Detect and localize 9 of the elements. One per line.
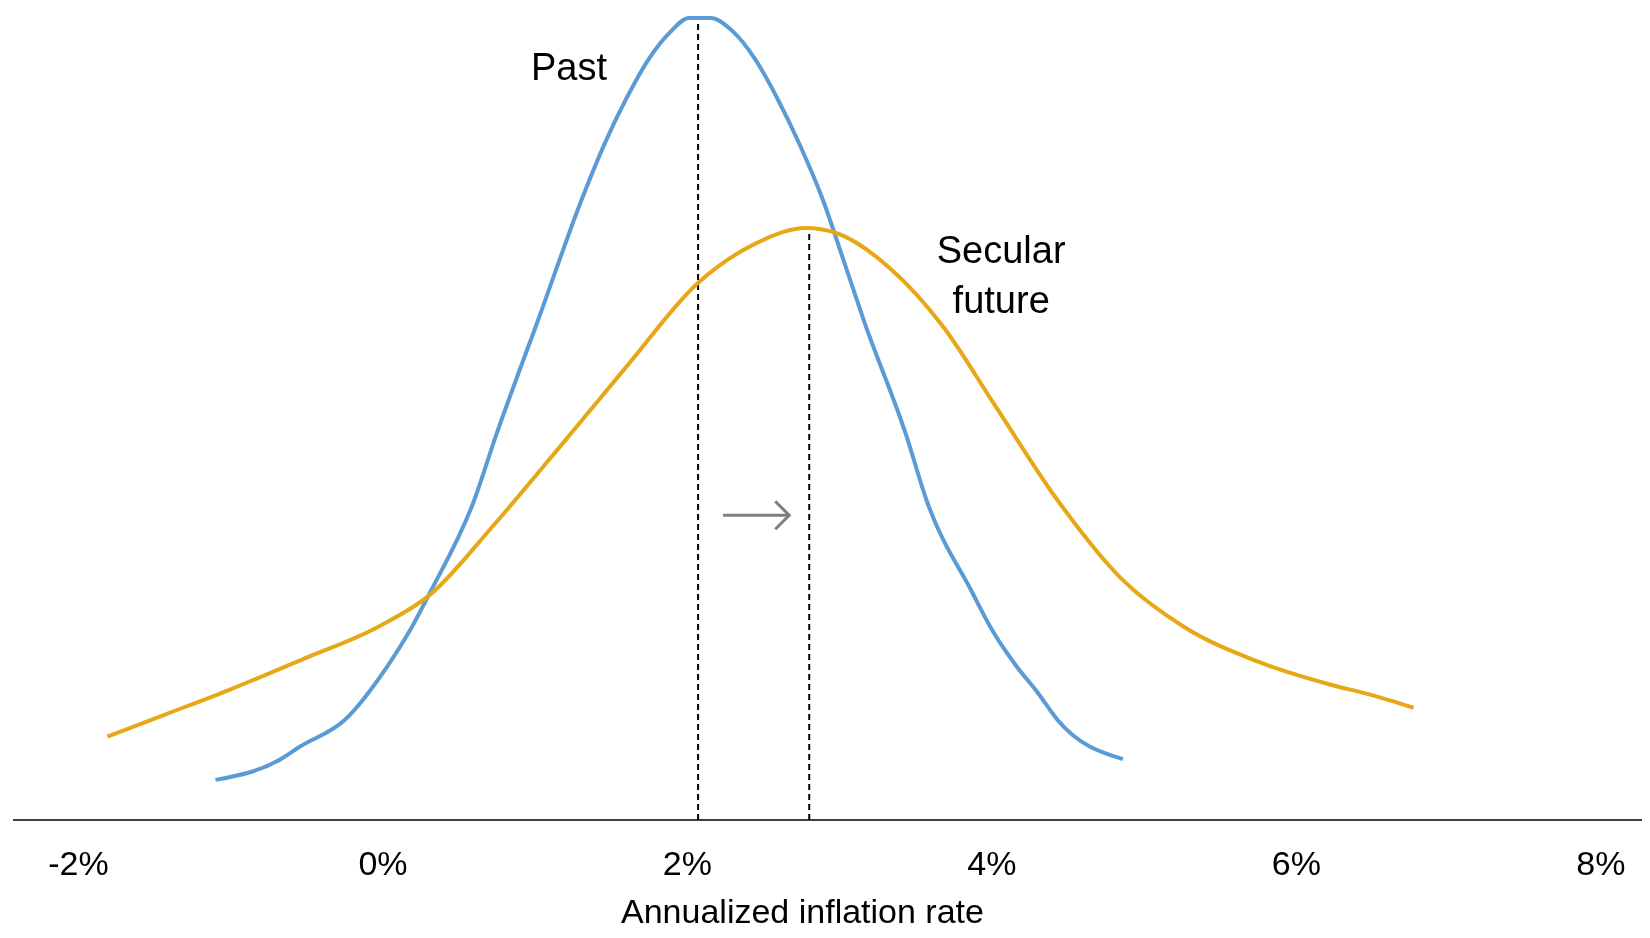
x-tick-label: 8% [1576,844,1626,882]
series-label: Past [530,46,608,88]
x-tick-label: -2% [48,844,109,882]
x-axis-title: Annualized inflation rate [621,892,984,930]
x-tick-label: 4% [967,844,1017,882]
x-tick-label: 6% [1271,844,1321,882]
series-label: Secular future [936,229,1066,322]
x-tick-label: 2% [662,844,713,882]
x-tick-label: 0% [358,844,408,882]
